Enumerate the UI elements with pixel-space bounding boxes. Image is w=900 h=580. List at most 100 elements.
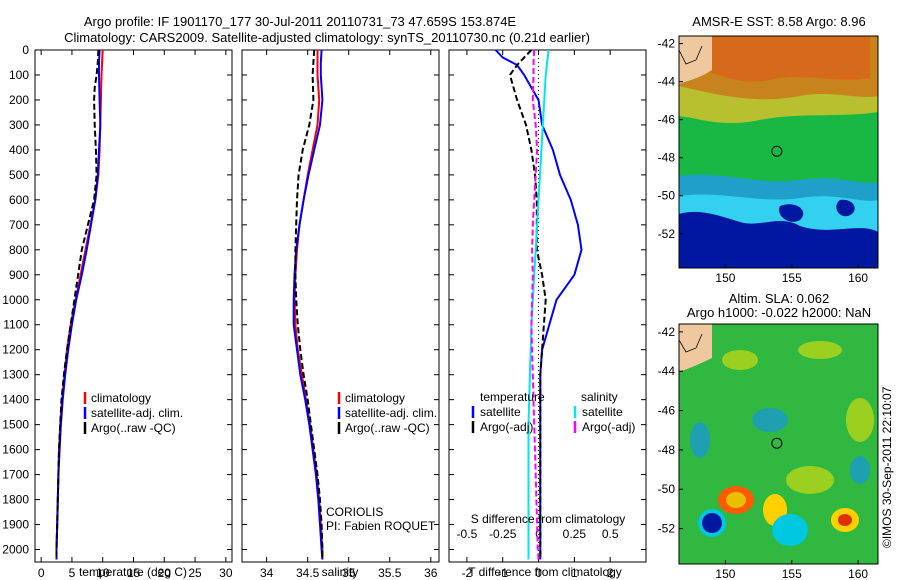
lon-tick-label: 160 (848, 567, 868, 580)
lat-tick-label: -44 (658, 75, 676, 89)
lat-tick-label: -52 (658, 522, 676, 536)
x-tick-label: 5 (69, 566, 76, 580)
depth-tick-label: 1200 (2, 343, 29, 357)
depth-tick-label: 100 (9, 68, 29, 82)
legend-label-satellite: satellite-adj. clim. (345, 406, 437, 420)
series-line-argo-raw-qc- (55, 49, 100, 560)
x-tick-label: 1 (571, 566, 578, 580)
temperature-profile-plot: 0100200300400500600700800900100011001200… (2, 43, 233, 580)
x-tick-label: -1 (497, 566, 508, 580)
sst-map-frame (678, 35, 879, 269)
s-tick-label: -0.5 (457, 527, 478, 541)
lon-tick-label: 150 (715, 567, 735, 580)
depth-tick-label: 1300 (2, 368, 29, 382)
lat-tick-label: -48 (658, 443, 676, 457)
x-tick-label: 35 (342, 566, 356, 580)
x-tick-label: 30 (219, 566, 233, 580)
salinity-panel-frame (241, 49, 440, 563)
depth-tick-label: 200 (9, 93, 29, 107)
imos-timestamp: ©IMOS 30-Sep-2011 22:10:07 (880, 386, 894, 548)
depth-tick-label: 2000 (2, 543, 29, 557)
legend-label-s-satellite: satellite (582, 405, 623, 419)
lon-tick-label: 155 (782, 567, 802, 580)
x-tick-label: 15 (127, 566, 141, 580)
legend-title-temperature: temperature (480, 390, 545, 404)
depth-tick-label: 500 (9, 168, 29, 182)
legend-label-satellite: satellite-adj. clim. (91, 406, 183, 420)
legend-label-climatology: climatology (345, 391, 405, 405)
depth-tick-label: 1700 (2, 468, 29, 482)
legend-label-t-argo: Argo(-adj) (480, 420, 533, 434)
argo-position-marker (771, 437, 783, 449)
difference-xlabel: T difference from climatology (468, 565, 622, 579)
lat-tick-label: -50 (658, 482, 676, 496)
temperature-xlabel: temperature (deg C) (79, 565, 187, 579)
sla-map-title-line1: Altim. SLA: 0.062 (729, 291, 829, 306)
s-difference-label: S difference from climatology (471, 512, 626, 526)
depth-tick-label: 1600 (2, 443, 29, 457)
x-tick-label: 0 (38, 566, 45, 580)
header-line2: Climatology: CARS2009. Satellite-adjuste… (64, 30, 590, 45)
depth-tick-label: 1000 (2, 293, 29, 307)
lat-tick-label: -44 (658, 364, 676, 378)
x-tick-label: 25 (188, 566, 202, 580)
x-tick-label: 20 (158, 566, 172, 580)
s-tick-label: -0.25 (489, 527, 517, 541)
x-tick-label: 34 (260, 566, 274, 580)
legend-label-argo: Argo(..raw -QC) (91, 421, 176, 435)
argo-position-marker (771, 145, 783, 157)
x-tick-label: 10 (96, 566, 110, 580)
depth-tick-label: 1400 (2, 393, 29, 407)
pi-label: PI: Fabien ROQUET (326, 519, 436, 533)
sst-map-title: AMSR-E SST: 8.58 Argo: 8.96 (692, 14, 865, 29)
salinity-profile-plot: 34 34.5 35 35.5 36 (242, 49, 439, 580)
depth-tick-label: 0 (22, 43, 29, 57)
x-tick-label: -2 (462, 566, 473, 580)
series-line-satellite (527, 49, 550, 560)
sla-map-title-line2: Argo h1000: -0.022 h2000: NaN (687, 305, 871, 320)
lon-tick-label: 150 (715, 271, 735, 285)
sst-map-axes: 150 155 160 -42 -44 -46 -48 -50 -52 (658, 37, 869, 285)
difference-legend: temperature salinity satellite Argo(-adj… (471, 390, 635, 434)
lat-tick-label: -48 (658, 151, 676, 165)
depth-tick-label: 800 (9, 243, 29, 257)
temperature-panel-frame (34, 49, 233, 563)
series-line-argo-raw-qc- (294, 49, 324, 560)
sst-map (679, 36, 878, 268)
sla-map (679, 324, 878, 564)
depth-tick-label: 600 (9, 193, 29, 207)
lat-tick-label: -46 (658, 113, 676, 127)
lat-tick-label: -50 (658, 189, 676, 203)
series-line-satellite-adj-clim- (55, 49, 102, 560)
s-tick-label: 0.5 (602, 527, 619, 541)
lat-tick-label: -42 (658, 37, 676, 51)
s-tick-label: 0.25 (563, 527, 587, 541)
salinity-legend: climatology satellite-adj. clim. Argo(..… (337, 391, 437, 435)
depth-tick-label: 400 (9, 143, 29, 157)
lat-tick-label: -42 (658, 325, 676, 339)
header-line1: Argo profile: IF 1901170_177 30-Jul-2011… (84, 14, 517, 29)
legend-title-salinity: salinity (581, 390, 618, 404)
depth-tick-label: 1900 (2, 518, 29, 532)
depth-tick-label: 700 (9, 218, 29, 232)
x-tick-label: 36 (424, 566, 438, 580)
series-line-satellite-adj-clim- (292, 49, 324, 560)
sla-map-frame (678, 323, 879, 565)
lat-tick-label: -52 (658, 227, 676, 241)
temperature-legend: climatology satellite-adj. clim. Argo(..… (83, 391, 183, 435)
depth-tick-label: 1500 (2, 418, 29, 432)
difference-panel-frame (448, 49, 647, 563)
depth-tick-label: 1100 (3, 318, 29, 332)
salinity-xlabel: salinity (322, 565, 359, 579)
series-line-argo-adj- (530, 49, 540, 560)
x-tick-label: 0 (535, 566, 542, 580)
x-tick-label: 34.5 (296, 566, 320, 580)
legend-label-argo: Argo(..raw -QC) (345, 421, 430, 435)
x-tick-label: 2 (607, 566, 614, 580)
depth-tick-label: 300 (9, 118, 29, 132)
lat-tick-label: -46 (658, 404, 676, 418)
x-tick-label: 35.5 (378, 566, 402, 580)
sla-map-axes: 150 155 160 -42 -44 -46 -48 -50 -52 (658, 325, 869, 580)
